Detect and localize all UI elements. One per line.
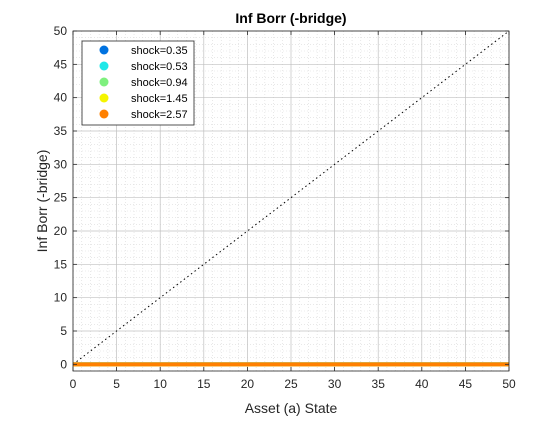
x-tick-label: 0	[70, 377, 77, 391]
x-tick-label: 5	[113, 377, 120, 391]
legend-marker-2	[99, 61, 109, 71]
tick-layer: 0 5 10 15 20 25 30 35 40 45 50 0 5 10 15 20 25 30 35 40 45 50	[54, 24, 516, 391]
y-axis-label: Inf Borr (-bridge)	[34, 150, 50, 253]
x-tick-label: 45	[459, 377, 473, 391]
y-tick-label: 0	[60, 357, 67, 371]
y-tick-label: 35	[54, 124, 68, 138]
y-tick-label: 30	[54, 157, 68, 171]
y-tick-label: 45	[54, 57, 68, 71]
legend-label-5: shock=2.57	[131, 109, 188, 121]
reference-line-45deg	[72, 30, 510, 365]
legend-marker-5	[99, 109, 109, 119]
legend-marker-3	[99, 77, 109, 87]
y-tick-label: 5	[60, 324, 67, 338]
legend-label-3: shock=0.94	[131, 77, 188, 89]
legend-marker-1	[99, 45, 109, 55]
chart-title: Inf Borr (-bridge)	[235, 10, 346, 26]
x-tick-label: 20	[241, 377, 255, 391]
legend: shock=0.35 shock=0.53 shock=0.94 shock=1.45…	[81, 40, 195, 126]
x-tick-label: 40	[415, 377, 429, 391]
y-tick-label: 20	[54, 224, 68, 238]
x-axis-label: Asset (a) State	[245, 400, 338, 416]
x-tick-label: 30	[328, 377, 342, 391]
x-tick-label: 25	[284, 377, 298, 391]
legend-label-4: shock=1.45	[131, 93, 188, 105]
reference-line-layer	[72, 30, 510, 365]
x-tick-label: 15	[197, 377, 211, 391]
y-tick-label: 25	[54, 191, 68, 205]
x-tick-label: 10	[154, 377, 168, 391]
legend-label-1: shock=0.35	[131, 45, 188, 57]
x-tick-label: 50	[502, 377, 516, 391]
legend-label-2: shock=0.53	[131, 61, 188, 73]
y-tick-label: 50	[54, 24, 68, 38]
y-tick-label: 15	[54, 257, 68, 271]
y-tick-label: 10	[54, 291, 68, 305]
x-tick-label: 35	[372, 377, 386, 391]
legend-marker-4	[99, 93, 109, 103]
y-tick-label: 40	[54, 91, 68, 105]
